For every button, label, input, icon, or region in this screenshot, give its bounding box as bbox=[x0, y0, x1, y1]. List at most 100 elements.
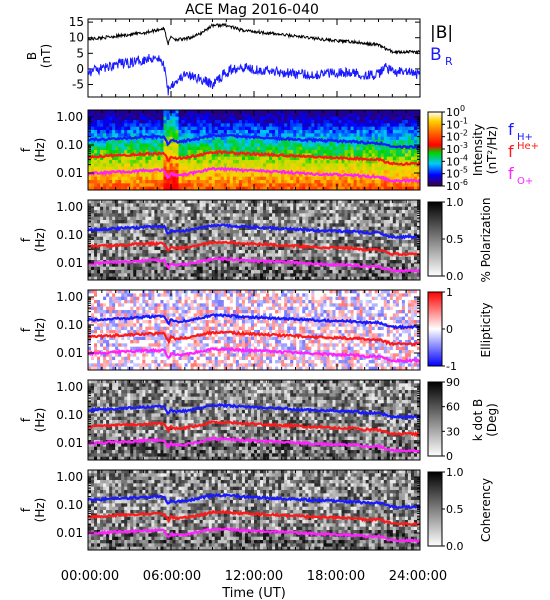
spectrogram-cell bbox=[160, 180, 164, 184]
spectrogram-cell bbox=[175, 170, 179, 174]
spectrogram-cell bbox=[103, 220, 107, 224]
spectrogram-cell bbox=[347, 250, 351, 254]
spectrogram-cell bbox=[169, 160, 173, 164]
spectrogram-cell bbox=[320, 113, 324, 118]
legend-gyro-1: f bbox=[508, 142, 514, 161]
spectrogram-cell bbox=[106, 253, 110, 258]
spectrogram-cell bbox=[187, 256, 192, 261]
spectrogram-cell bbox=[205, 230, 210, 234]
spectrogram-cell bbox=[272, 176, 276, 181]
spectrogram-cell bbox=[359, 120, 364, 124]
spectrogram-cell bbox=[266, 210, 270, 214]
spectrogram-cell bbox=[263, 166, 267, 171]
spectrogram-cell bbox=[266, 223, 270, 228]
spectrogram-cell bbox=[287, 163, 291, 168]
spectrogram-cell bbox=[275, 166, 279, 171]
spectrogram-cell bbox=[410, 126, 415, 131]
spectrogram-cell bbox=[220, 216, 225, 221]
spectrogram-cell bbox=[202, 156, 207, 161]
spectrogram-cell bbox=[205, 163, 210, 168]
spectrogram-cell bbox=[308, 146, 312, 151]
spectrogram-cell bbox=[389, 110, 394, 114]
spectrogram-cell bbox=[118, 213, 122, 218]
spectrogram-cell bbox=[299, 276, 303, 281]
spectrogram-cell bbox=[112, 150, 116, 154]
spectrogram-cell bbox=[247, 226, 252, 231]
spectrogram-cell bbox=[154, 203, 158, 208]
spectrogram-cell bbox=[181, 236, 185, 241]
spectrogram-cell bbox=[160, 176, 164, 181]
spectrogram-cell bbox=[118, 203, 122, 208]
spectrogram-cell bbox=[287, 263, 291, 268]
spectrogram-cell bbox=[371, 146, 376, 151]
spectrogram-cell bbox=[353, 223, 358, 228]
spectrogram-cell bbox=[290, 186, 294, 191]
spectrogram-cell bbox=[302, 233, 306, 238]
spectrogram-cell bbox=[199, 206, 204, 211]
spectrogram-cell bbox=[226, 140, 231, 144]
spectrogram-cell bbox=[263, 130, 267, 134]
spectrogram-cell bbox=[290, 250, 294, 254]
spectrogram-cell bbox=[160, 260, 164, 264]
spectrogram-cell bbox=[94, 186, 98, 191]
spectrogram-cell bbox=[250, 210, 255, 214]
spectrogram-cell bbox=[287, 236, 291, 241]
spectrogram-cell bbox=[250, 266, 255, 271]
spectrogram-cell bbox=[184, 276, 188, 281]
spectrogram-cell bbox=[254, 163, 258, 168]
spectrogram-cell bbox=[311, 156, 315, 161]
spectrogram-cell bbox=[356, 260, 361, 264]
spectrogram-cell bbox=[208, 110, 213, 114]
spectrogram-cell bbox=[305, 263, 309, 268]
spectrogram-cell bbox=[214, 113, 219, 118]
spectrogram-cell bbox=[151, 226, 155, 231]
spectrogram-cell bbox=[121, 276, 125, 281]
spectrogram-cell bbox=[226, 230, 231, 234]
spectrogram-cell bbox=[275, 233, 279, 238]
spectrogram-cell bbox=[184, 136, 188, 141]
spectrogram-cell bbox=[281, 160, 285, 164]
spectrogram-cell bbox=[241, 226, 246, 231]
spectrogram-cell bbox=[350, 163, 354, 168]
spectrogram-cell bbox=[284, 200, 288, 204]
spectrogram-cell bbox=[136, 140, 140, 144]
spectrogram-cell bbox=[97, 153, 101, 158]
spectrogram-cell bbox=[235, 173, 240, 178]
spectrogram-cell bbox=[106, 140, 110, 144]
spectrogram-cell bbox=[214, 236, 219, 241]
spectrogram-cell bbox=[148, 176, 152, 181]
spectrogram-cell bbox=[199, 236, 204, 241]
spectrogram-cell bbox=[151, 110, 155, 114]
spectrogram-cell bbox=[175, 276, 179, 281]
spectrogram-cell bbox=[148, 110, 152, 114]
spectrogram-cell bbox=[329, 223, 333, 228]
spectrogram-cell bbox=[407, 136, 412, 141]
spectrogram-cell bbox=[217, 236, 222, 241]
spectrogram-cell bbox=[229, 276, 234, 281]
spectrogram-cell bbox=[338, 260, 342, 264]
spectrogram-cell bbox=[193, 166, 198, 171]
spectrogram-cell bbox=[269, 156, 273, 161]
spectrogram-cell bbox=[383, 116, 388, 121]
spectrogram-cell bbox=[389, 143, 394, 148]
spectrogram-cell bbox=[257, 253, 261, 258]
spectrogram-cell bbox=[284, 216, 288, 221]
spectrogram-cell bbox=[205, 116, 210, 121]
spectrogram-cell bbox=[217, 270, 222, 274]
spectrogram-cell bbox=[187, 143, 192, 148]
spectrogram-cell bbox=[151, 213, 155, 218]
spectrogram-cell bbox=[392, 110, 397, 114]
spectrogram-cell bbox=[229, 176, 234, 181]
spectrogram-cell bbox=[254, 143, 258, 148]
spectrogram-cell bbox=[88, 246, 92, 251]
spectrogram-cell bbox=[97, 223, 101, 228]
spectrogram-cell bbox=[305, 220, 309, 224]
spectrogram-cell bbox=[106, 223, 110, 228]
spectrogram-cell bbox=[124, 270, 128, 274]
spectrogram-cell bbox=[332, 110, 336, 114]
spectrogram-cell bbox=[238, 130, 243, 134]
spectrogram-cell bbox=[350, 243, 354, 248]
spectrogram-cell bbox=[266, 173, 270, 178]
spectrogram-cell bbox=[368, 160, 373, 164]
spectrogram-cell bbox=[329, 183, 333, 188]
